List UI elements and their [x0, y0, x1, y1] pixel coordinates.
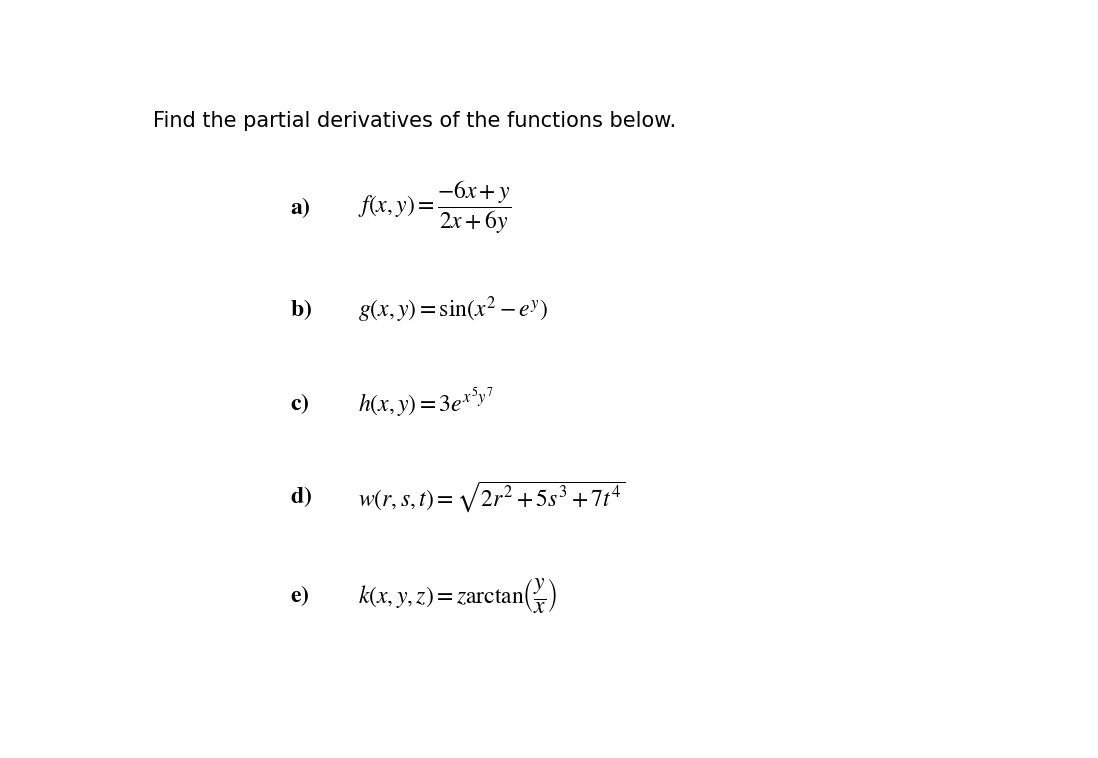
Text: $\mathbf{c)}$: $\mathbf{c)}$ — [290, 391, 310, 415]
Text: Find the partial derivatives of the functions below.: Find the partial derivatives of the func… — [153, 111, 675, 131]
Text: $\mathbf{a)}$: $\mathbf{a)}$ — [290, 196, 311, 220]
Text: $\mathbf{b)}$: $\mathbf{b)}$ — [290, 297, 313, 322]
Text: $k(x, y, z) = z\arctan\!\left(\dfrac{y}{x}\right)$: $k(x, y, z) = z\arctan\!\left(\dfrac{y}{… — [358, 576, 558, 615]
Text: $g(x, y) = \sin(x^{2} - e^{y})$: $g(x, y) = \sin(x^{2} - e^{y})$ — [358, 295, 548, 325]
Text: $\mathbf{e)}$: $\mathbf{e)}$ — [290, 584, 310, 608]
Text: $w(r, s, t) = \sqrt{2r^{2} + 5s^{3} + 7t^{4}}$: $w(r, s, t) = \sqrt{2r^{2} + 5s^{3} + 7t… — [358, 479, 626, 514]
Text: $h(x, y) = 3e^{x^5 y^7}$: $h(x, y) = 3e^{x^5 y^7}$ — [358, 386, 494, 421]
Text: $f(x, y) = \dfrac{-6x + y}{2x + 6y}$: $f(x, y) = \dfrac{-6x + y}{2x + 6y}$ — [358, 179, 512, 236]
Text: $\mathbf{d)}$: $\mathbf{d)}$ — [290, 484, 313, 509]
